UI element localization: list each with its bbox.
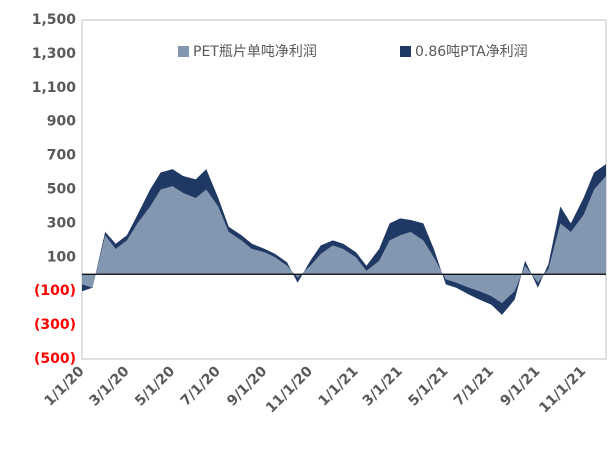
y-tick-label: (100) bbox=[34, 283, 76, 299]
legend-swatch bbox=[400, 46, 411, 57]
x-tick-label: 3/1/20 bbox=[86, 363, 132, 409]
x-tick-label: 11/1/20 bbox=[263, 363, 316, 416]
y-tick-label: 300 bbox=[47, 215, 76, 231]
y-tick-label: 1,300 bbox=[32, 46, 77, 62]
y-tick-label: 700 bbox=[47, 148, 76, 164]
y-tick-label: 500 bbox=[47, 182, 76, 198]
y-tick-label: 900 bbox=[47, 114, 76, 130]
legend-label: 0.86吨PTA净利润 bbox=[415, 44, 528, 60]
x-tick-label: 5/1/20 bbox=[132, 363, 178, 409]
x-tick-label: 7/1/21 bbox=[451, 363, 497, 409]
x-tick-label: 1/1/20 bbox=[42, 363, 88, 409]
y-tick-label: 1,500 bbox=[32, 12, 77, 28]
legend-swatch bbox=[178, 46, 189, 57]
y-tick-label: (300) bbox=[34, 317, 76, 333]
x-tick-label: 9/1/20 bbox=[224, 363, 270, 409]
x-tick-label: 3/1/21 bbox=[360, 363, 406, 409]
x-tick-label: 1/1/21 bbox=[316, 363, 362, 409]
x-tick-label: 11/1/21 bbox=[536, 363, 589, 416]
y-tick-label: (500) bbox=[34, 351, 76, 367]
x-tick-label: 9/1/21 bbox=[497, 363, 543, 409]
y-tick-label: 100 bbox=[47, 249, 76, 265]
y-tick-label: 1,100 bbox=[32, 80, 77, 96]
area bbox=[82, 175, 606, 304]
x-tick-label: 5/1/21 bbox=[405, 363, 451, 409]
legend-label: PET瓶片单吨净利润 bbox=[193, 44, 317, 60]
x-tick-label: 7/1/20 bbox=[178, 363, 224, 409]
